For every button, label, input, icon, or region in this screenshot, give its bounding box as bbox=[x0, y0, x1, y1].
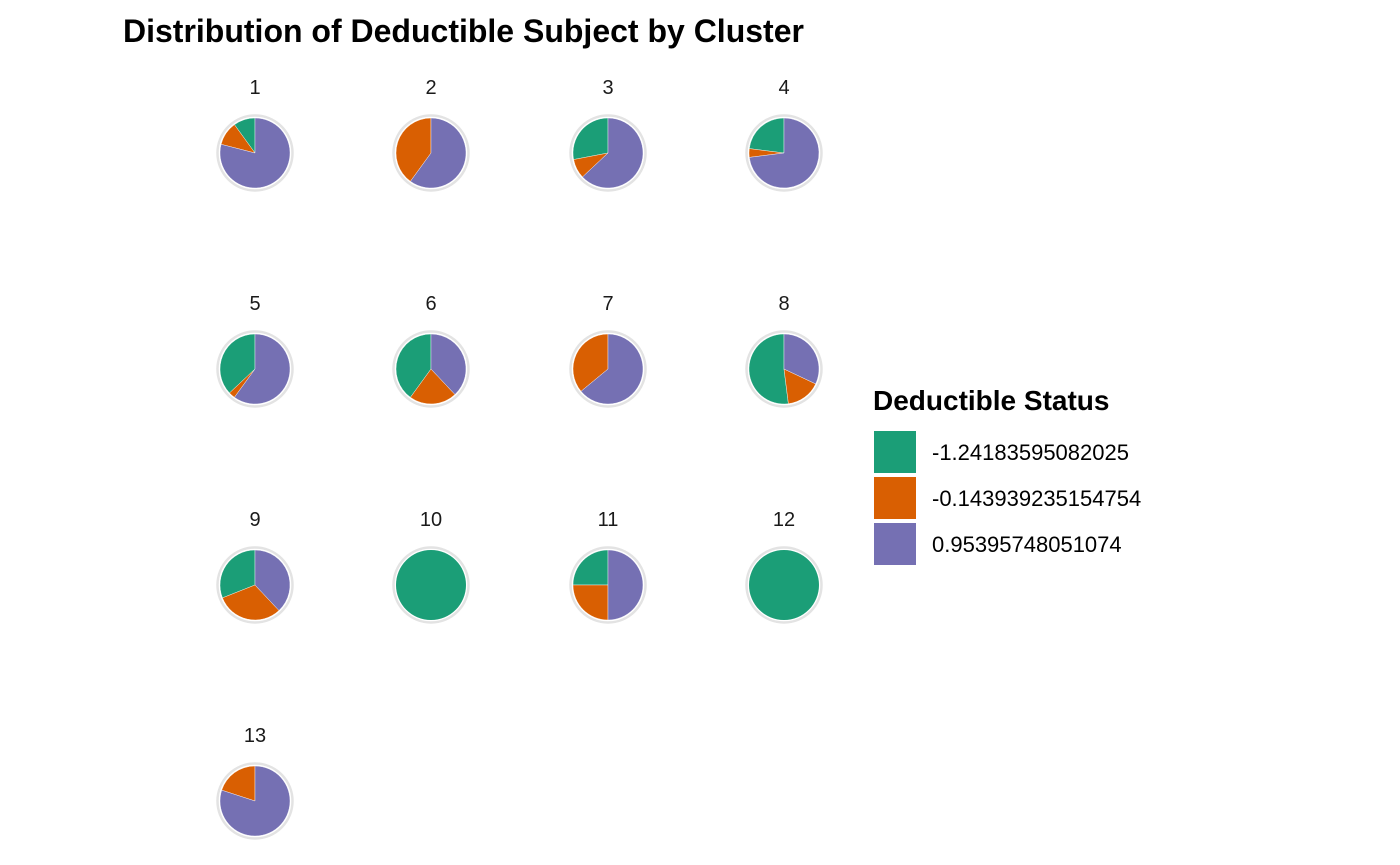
legend-key-2 bbox=[874, 477, 916, 519]
pie-slice-13-3 bbox=[219, 765, 291, 837]
pie-facet-1: 1 bbox=[216, 77, 294, 192]
pie-slice-2-3 bbox=[410, 117, 467, 189]
pie-slice-1-3 bbox=[219, 117, 291, 189]
pie-slice-11-2 bbox=[572, 584, 609, 621]
facet-label: 2 bbox=[425, 77, 436, 99]
panel-grid-ring bbox=[569, 546, 647, 624]
pie-facet-5: 5 bbox=[216, 293, 294, 408]
pie-facet-7: 7 bbox=[569, 293, 647, 408]
facet-label: 12 bbox=[773, 509, 795, 531]
pie-facet-9: 9 bbox=[216, 509, 294, 624]
pie-slice-12-1 bbox=[749, 550, 819, 620]
legend-label-3: 0.95395748051074 bbox=[932, 532, 1122, 557]
pie-slice-2-2 bbox=[395, 117, 432, 182]
pie-slice-8-3 bbox=[783, 333, 820, 385]
panel-grid-ring bbox=[745, 114, 823, 192]
pie-slice-3-3 bbox=[582, 117, 644, 189]
pie-facet-2: 2 bbox=[392, 77, 470, 192]
pie-facet-11: 11 bbox=[569, 509, 647, 624]
panel-grid-ring bbox=[745, 546, 823, 624]
pie-slice-6-1 bbox=[395, 333, 432, 398]
facet-label: 8 bbox=[778, 293, 789, 315]
panel-grid-ring bbox=[216, 546, 294, 624]
pie-slice-13-2 bbox=[221, 765, 256, 802]
chart-title: Distribution of Deductible Subject by Cl… bbox=[123, 13, 804, 49]
facet-label: 11 bbox=[598, 509, 619, 531]
pie-slice-4-3 bbox=[749, 117, 820, 189]
pie-facet-4: 4 bbox=[745, 77, 823, 192]
panel-grid-ring bbox=[745, 330, 823, 408]
pie-slice-8-1 bbox=[748, 333, 789, 405]
legend-label-1: -1.24183595082025 bbox=[932, 440, 1129, 465]
facet-label: 10 bbox=[420, 509, 442, 531]
panel-grid-ring bbox=[569, 330, 647, 408]
pie-slice-5-1 bbox=[219, 333, 256, 394]
facet-label: 1 bbox=[249, 77, 260, 99]
facet-label: 7 bbox=[602, 293, 613, 315]
pie-slice-9-3 bbox=[254, 549, 291, 611]
legend: Deductible Status -1.24183595082025 -0.14… bbox=[873, 385, 1141, 565]
facet-label: 4 bbox=[778, 77, 789, 99]
facet-label: 3 bbox=[602, 77, 613, 99]
pie-slice-6-2 bbox=[410, 368, 456, 405]
pie-slice-11-3 bbox=[607, 549, 644, 621]
pie-slice-4-1 bbox=[749, 117, 785, 154]
pie-slice-3-1 bbox=[572, 117, 609, 160]
pie-facet-13: 13 bbox=[216, 725, 294, 840]
legend-title: Deductible Status bbox=[873, 385, 1109, 416]
legend-key-1 bbox=[874, 431, 916, 473]
facet-label: 9 bbox=[249, 509, 260, 531]
pie-facet-10: 10 bbox=[392, 509, 470, 624]
facet-label: 5 bbox=[249, 293, 260, 315]
panel-grid-ring bbox=[392, 114, 470, 192]
pie-slice-9-1 bbox=[219, 549, 256, 599]
pie-slice-7-3 bbox=[580, 333, 644, 405]
legend-key-3 bbox=[874, 523, 916, 565]
pie-slice-11-1 bbox=[572, 549, 609, 586]
pie-facet-8: 8 bbox=[745, 293, 823, 408]
panel-grid-ring bbox=[392, 330, 470, 408]
pie-slice-6-3 bbox=[430, 333, 467, 395]
pie-facet-6: 6 bbox=[392, 293, 470, 408]
pie-slice-5-3 bbox=[234, 333, 291, 405]
pie-slice-10-1 bbox=[396, 550, 466, 620]
panel-grid-ring bbox=[216, 330, 294, 408]
legend-items: -1.24183595082025 -0.143939235154754 0.953… bbox=[874, 431, 1141, 565]
panel-grid-ring bbox=[392, 546, 470, 624]
panel-grid-ring bbox=[569, 114, 647, 192]
pie-facet-12: 12 bbox=[745, 509, 823, 624]
pie-slice-9-2 bbox=[222, 584, 280, 621]
pie-slice-7-2 bbox=[572, 333, 609, 392]
pie-facet-3: 3 bbox=[569, 77, 647, 192]
panel-grid-ring bbox=[216, 114, 294, 192]
legend-label-2: -0.143939235154754 bbox=[932, 486, 1141, 511]
facet-label: 6 bbox=[425, 293, 436, 315]
facet-label: 13 bbox=[244, 725, 266, 747]
panel-grid-ring bbox=[216, 762, 294, 840]
